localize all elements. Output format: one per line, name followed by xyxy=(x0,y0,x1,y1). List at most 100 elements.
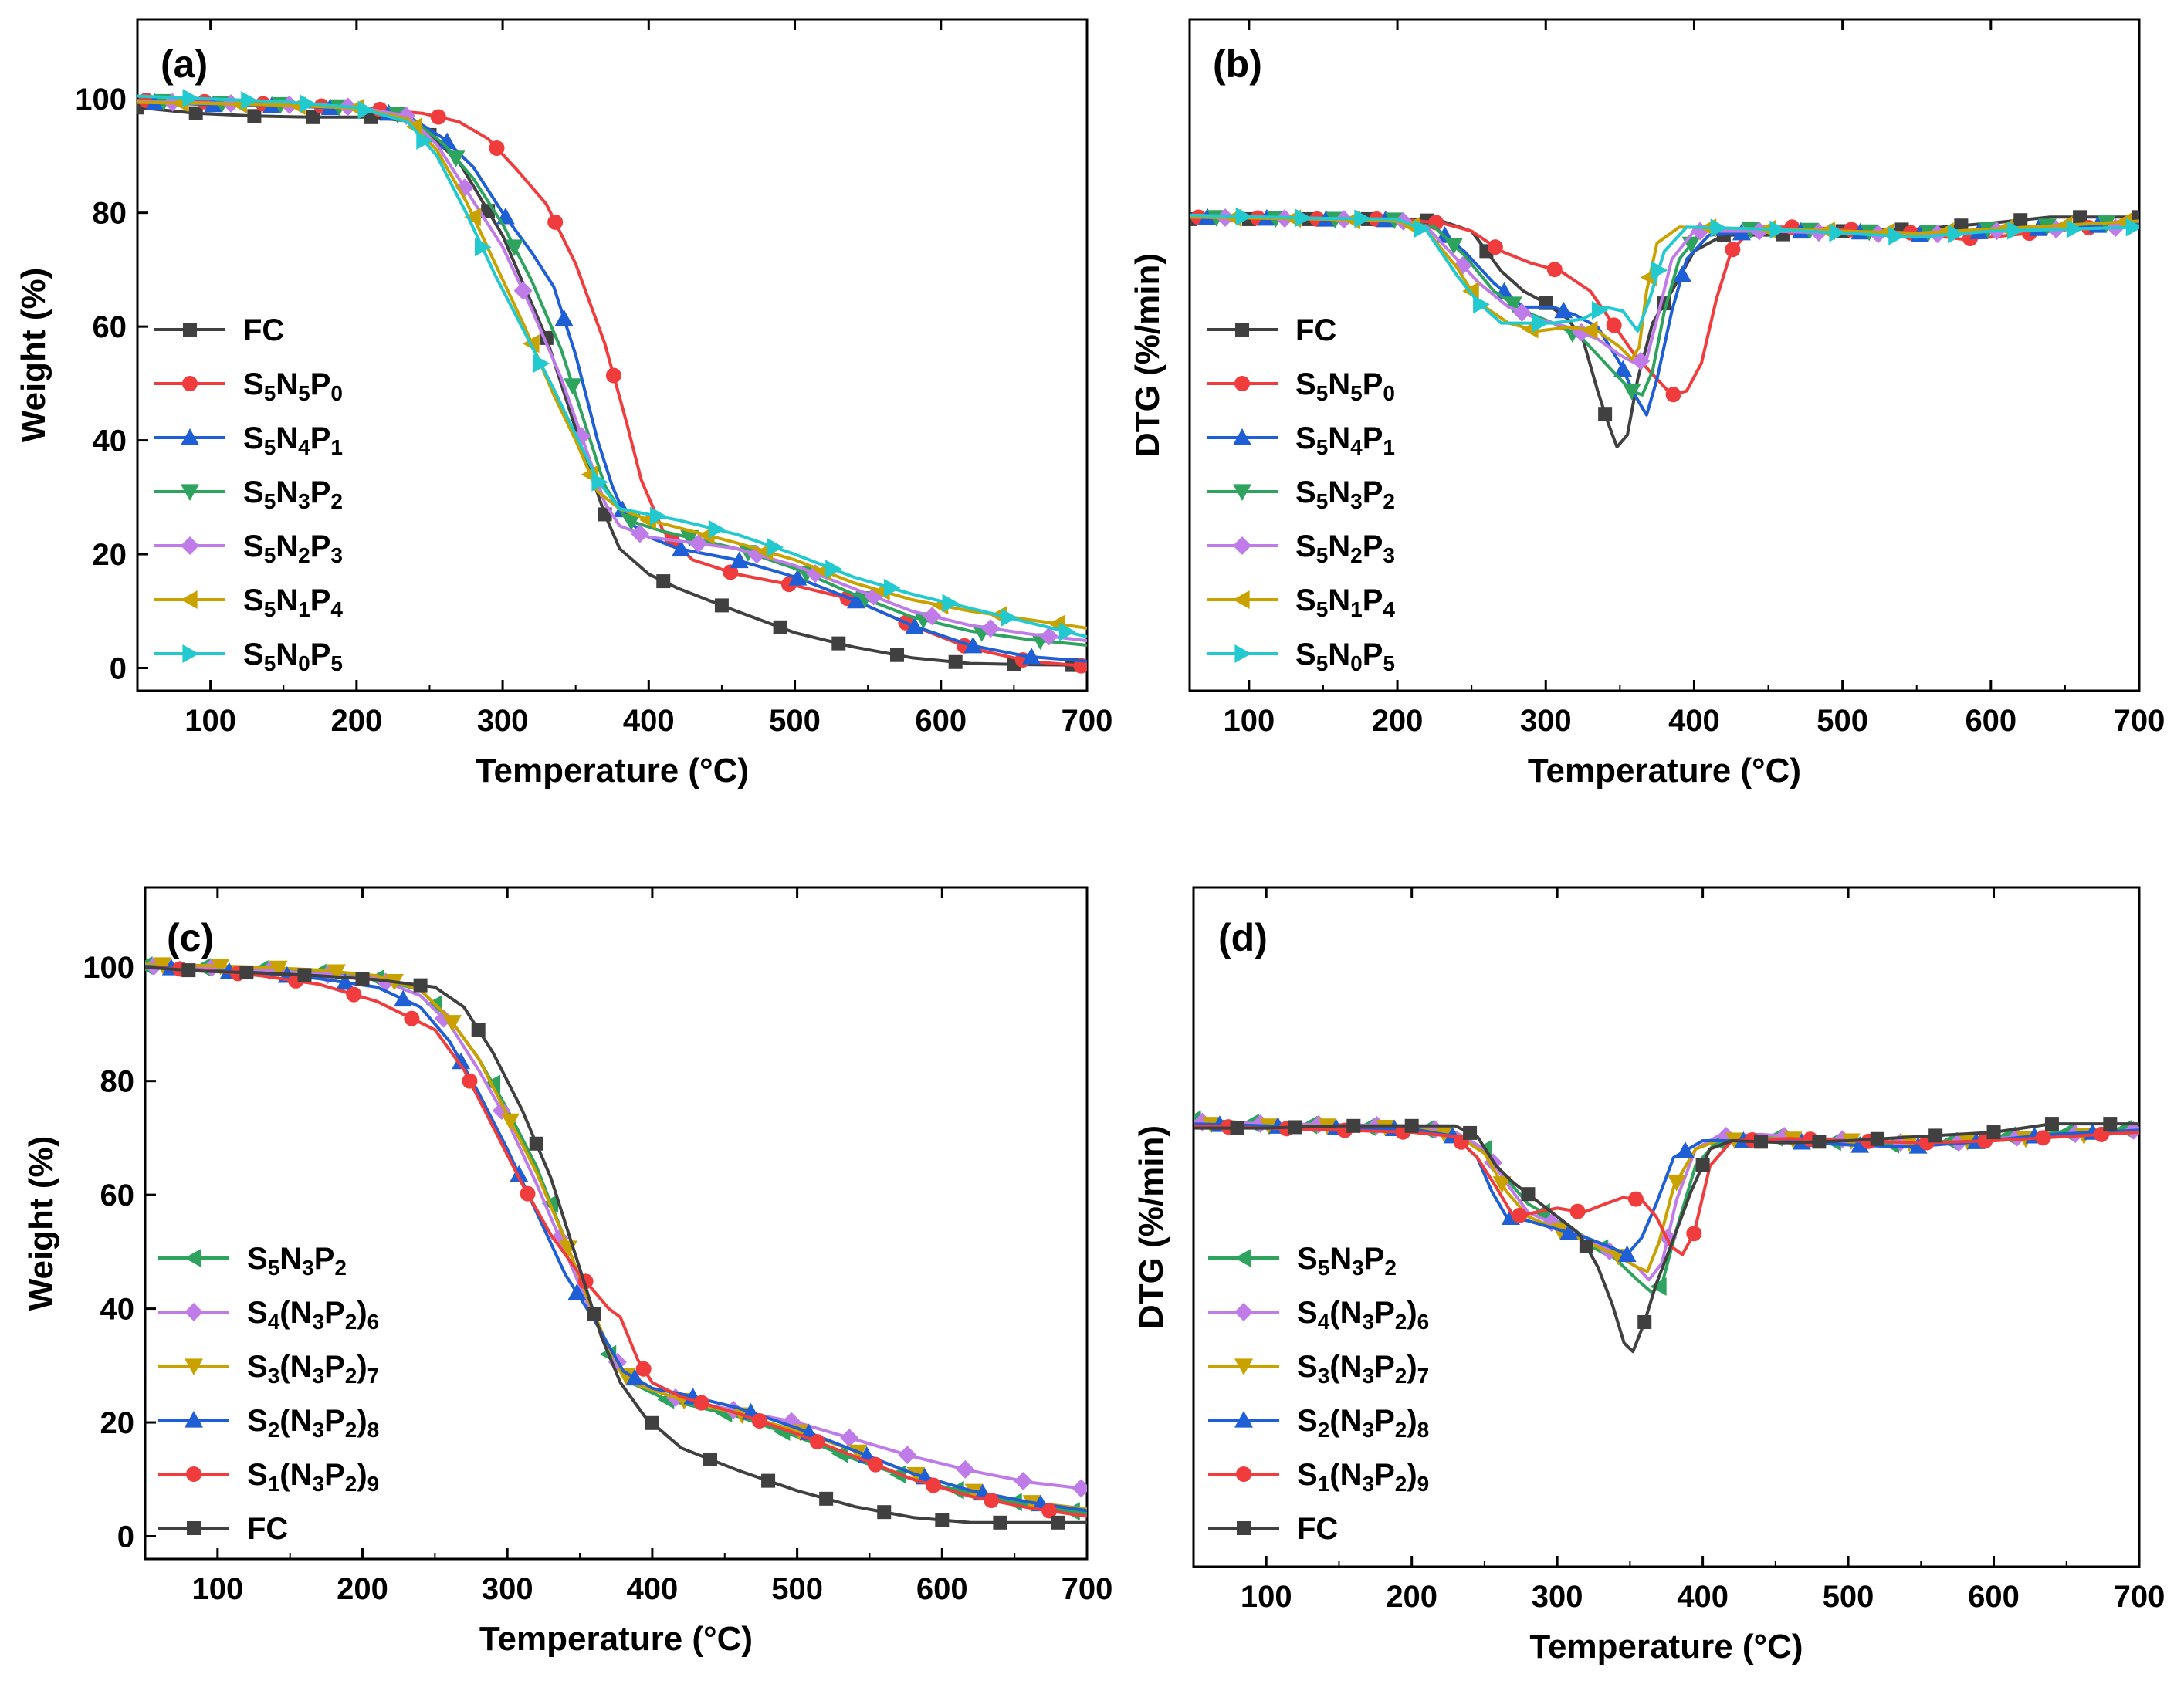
data-point xyxy=(1346,1118,1361,1133)
plot-frame xyxy=(144,886,1089,1561)
data-point xyxy=(1444,238,1464,255)
data-point xyxy=(153,957,172,974)
x-tick-label: 400 xyxy=(1668,704,1720,738)
data-point xyxy=(1888,226,1905,245)
legend-label: S2(N3P2)8 xyxy=(1297,1404,1429,1442)
legend-label: S4(N3P2)6 xyxy=(247,1296,379,1334)
legend-label: S5N3P2 xyxy=(1297,1242,1397,1280)
legend-label: S3(N3P2)7 xyxy=(1297,1350,1429,1388)
legend-label: S5N5P0 xyxy=(243,367,343,405)
x-tick-label: 500 xyxy=(769,704,821,738)
legend-label: FC xyxy=(243,313,284,347)
data-point xyxy=(2013,213,2028,228)
data-point xyxy=(767,538,784,557)
data-point xyxy=(1463,1125,1478,1140)
data-point xyxy=(981,619,1001,638)
series-S5N0P5 xyxy=(1190,207,2139,333)
data-point xyxy=(336,972,355,990)
legend-label: S5N3P2 xyxy=(247,1242,347,1280)
x-tick-label: 500 xyxy=(771,1572,823,1606)
x-axis-label: Temperature (°C) xyxy=(1528,752,1801,790)
data-point xyxy=(1473,295,1490,314)
data-point xyxy=(1606,317,1622,333)
legend-entry: S1(N3P2)9 xyxy=(158,1458,379,1496)
legend-label: S3(N3P2)7 xyxy=(247,1350,379,1388)
y-axis-label: DTG (%/min) xyxy=(1133,1125,1170,1329)
legend-marker xyxy=(1234,1358,1253,1375)
x-tick-label: 300 xyxy=(482,1572,533,1606)
data-point xyxy=(306,110,320,124)
data-point xyxy=(1414,219,1431,238)
data-point xyxy=(1022,648,1041,665)
data-point xyxy=(1569,1203,1586,1219)
data-point xyxy=(1637,1314,1652,1329)
data-point xyxy=(1631,351,1651,370)
data-point xyxy=(645,1415,659,1430)
data-point xyxy=(656,574,671,589)
data-point xyxy=(708,519,726,539)
legend-marker xyxy=(183,323,197,337)
data-point xyxy=(993,1515,1007,1530)
series-FC xyxy=(1194,1117,2139,1354)
data-point xyxy=(413,978,428,993)
data-point xyxy=(529,1136,543,1151)
data-point xyxy=(547,214,564,230)
x-axis-label: Temperature (°C) xyxy=(476,752,749,790)
legend-entry: S4(N3P2)6 xyxy=(158,1296,379,1334)
y-tick-label: 0 xyxy=(110,652,127,686)
data-point xyxy=(1354,209,1371,228)
legend-marker xyxy=(1234,1249,1251,1267)
y-axis-label: DTG (%/min) xyxy=(1129,253,1166,457)
data-point xyxy=(1667,1174,1686,1192)
data-point xyxy=(1928,1128,1943,1143)
data-point xyxy=(1948,225,1965,244)
data-point xyxy=(181,963,196,978)
data-point xyxy=(788,569,808,586)
x-tick-label: 500 xyxy=(1817,704,1868,738)
data-point xyxy=(489,140,505,156)
x-tick-label: 700 xyxy=(1062,704,1113,738)
data-point xyxy=(2035,1130,2051,1146)
data-point xyxy=(1598,407,1613,421)
legend-marker xyxy=(1233,484,1251,501)
legend-entry: S2(N3P2)8 xyxy=(158,1404,379,1442)
data-point xyxy=(1404,1118,1419,1133)
legend-marker xyxy=(185,1303,203,1321)
x-tick-label: 200 xyxy=(330,704,382,738)
data-point xyxy=(464,208,481,227)
chart-panel-d: 100 200 300 400 500 600 700 Temperature (°C) DTG… xyxy=(1133,886,2165,1666)
data-point xyxy=(1512,303,1532,322)
legend-entry: S5N4P1 xyxy=(154,421,343,459)
legend-entry: S5N3P2 xyxy=(1208,1242,1397,1280)
data-point xyxy=(247,109,262,123)
data-point xyxy=(948,654,963,669)
data-point xyxy=(650,506,667,526)
data-point xyxy=(137,100,144,115)
data-point xyxy=(926,1477,942,1493)
legend-marker xyxy=(1234,1411,1253,1428)
legend: FC S5N5P0 S5N4P1 S5N3P2 S5N2P3 S5N1P4 S5N0P5 xyxy=(154,313,343,675)
legend-label: S4(N3P2)6 xyxy=(1297,1296,1429,1334)
data-point xyxy=(500,1113,520,1131)
legend-label: S5N0P5 xyxy=(1295,638,1395,675)
data-point xyxy=(635,1361,652,1377)
data-point xyxy=(2132,210,2139,225)
legend-entry: S5N1P4 xyxy=(1207,583,1395,621)
data-point xyxy=(2103,1117,2118,1131)
data-point xyxy=(591,472,608,492)
data-point xyxy=(1235,207,1253,226)
legend-label: FC xyxy=(247,1512,288,1546)
panel-label: (b) xyxy=(1213,42,1262,86)
data-point xyxy=(182,89,200,108)
y-tick-label: 20 xyxy=(93,538,127,572)
plot-area xyxy=(1194,1110,2139,1354)
x-axis-label: Temperature (°C) xyxy=(479,1620,753,1658)
legend-entry: FC xyxy=(1207,313,1336,347)
legend-entry: S3(N3P2)7 xyxy=(158,1350,379,1388)
data-point xyxy=(890,648,904,662)
data-point xyxy=(327,964,346,982)
data-point xyxy=(1676,1141,1695,1158)
chart-panel-c: 100 200 300 400 500 600 700 0 20 40 60 80 100 Tempera… xyxy=(22,886,1112,1658)
x-tick-label: 100 xyxy=(1224,704,1275,738)
data-point xyxy=(1230,1121,1244,1135)
